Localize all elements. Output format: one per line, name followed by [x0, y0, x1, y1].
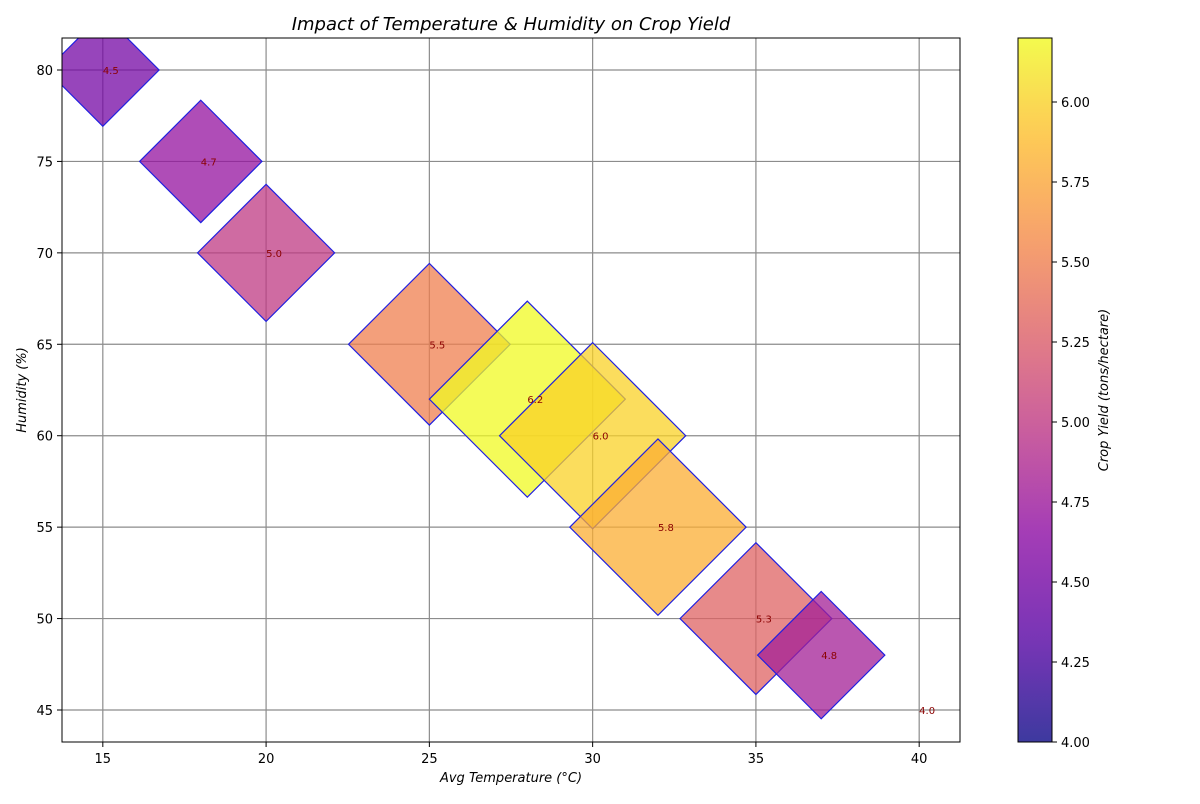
data-label: 5.0: [266, 249, 282, 260]
colorbar-tick-label: 4.00: [1061, 736, 1090, 751]
scatter-point: [756, 590, 886, 720]
scatter-point: [62, 38, 160, 128]
data-label: 5.3: [756, 615, 772, 626]
data-points: [62, 38, 886, 720]
colorbar-tick-label: 5.25: [1061, 336, 1090, 351]
chart-title: Impact of Temperature & Humidity on Crop…: [292, 14, 731, 35]
colorbar-label: Crop Yield (tons/hectare): [1097, 309, 1112, 471]
colorbar-tick-label: 5.00: [1061, 416, 1090, 431]
y-tick-label: 80: [36, 64, 53, 79]
x-tick-label: 30: [584, 752, 601, 767]
y-tick-label: 55: [36, 521, 53, 536]
scatter-point: [347, 262, 512, 426]
y-tick-label: 70: [36, 247, 53, 262]
scatter-point: [568, 438, 747, 617]
y-tick-label: 45: [36, 704, 53, 719]
data-label: 4.8: [821, 651, 837, 662]
data-label: 5.5: [429, 340, 445, 351]
data-label: 4.5: [103, 66, 119, 77]
scatter-point: [679, 541, 833, 696]
data-label: 4.0: [919, 706, 935, 717]
colorbar-tick-label: 4.50: [1061, 576, 1090, 591]
y-tick-label: 60: [36, 430, 53, 445]
y-tick-label: 75: [36, 155, 53, 170]
scatter-point: [196, 183, 336, 323]
x-axis-ticks: 15 20 25 30 35 40: [95, 742, 928, 767]
colorbar-tick-label: 5.75: [1061, 176, 1090, 191]
x-tick-label: 15: [95, 752, 112, 767]
y-tick-label: 65: [36, 338, 53, 353]
data-label: 4.7: [201, 157, 217, 168]
x-tick-label: 40: [911, 752, 928, 767]
colorbar-tick-label: 4.25: [1061, 656, 1090, 671]
data-label: 6.2: [527, 395, 543, 406]
x-tick-label: 20: [258, 752, 275, 767]
data-label: 6.0: [593, 432, 609, 443]
x-axis-label: Avg Temperature (°C): [439, 771, 582, 786]
y-axis-label: Humidity (%): [15, 347, 30, 433]
colorbar-tick-label: 4.75: [1061, 496, 1090, 511]
x-tick-label: 25: [421, 752, 438, 767]
colorbar-ticks: 4.00 4.25 4.50 4.75 5.00 5.25 5.50 5.75 6.00: [1052, 96, 1090, 751]
colorbar-tick-label: 5.50: [1061, 256, 1090, 271]
data-label: 5.8: [658, 523, 674, 534]
data-labels: 4.5 4.7 5.0 5.5 6.2 6.0 5.8 5.3 4.8 4.0: [103, 66, 935, 717]
scatter-point: [138, 99, 263, 224]
y-axis-ticks: 45 50 55 60 65 70 75 80: [36, 64, 62, 719]
y-tick-label: 50: [36, 613, 53, 628]
colorbar: [1017, 37, 1053, 743]
plot-frame: [61, 37, 961, 743]
x-tick-label: 35: [748, 752, 765, 767]
colorbar-tick-label: 6.00: [1061, 96, 1090, 111]
